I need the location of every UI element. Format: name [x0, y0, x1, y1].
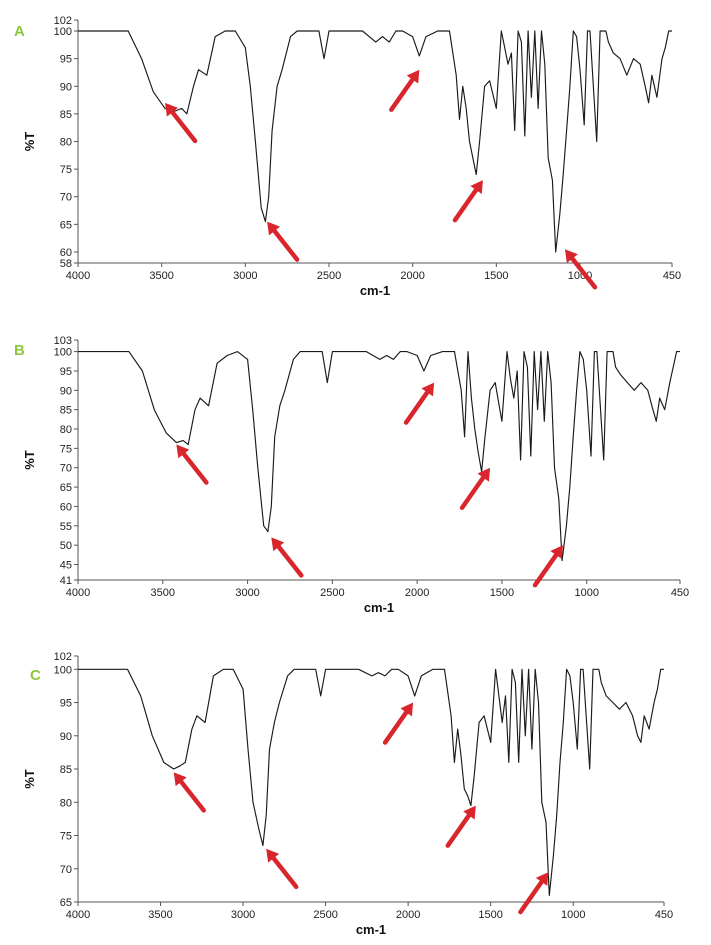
x-tick-label: 3000	[233, 270, 257, 282]
y-tick-label: 102	[54, 15, 72, 27]
peak-arrow	[266, 848, 299, 890]
y-tick-label: 75	[60, 831, 72, 843]
x-tick-label: 1000	[574, 587, 598, 599]
x-tick-label: 450	[655, 909, 673, 921]
y-tick-label: 90	[60, 81, 72, 93]
x-tick-label: 4000	[66, 587, 90, 599]
x-tick-label: 2500	[320, 587, 344, 599]
peak-arrow	[176, 444, 209, 485]
y-tick-label: 58	[60, 258, 72, 270]
x-tick-label: 450	[663, 270, 681, 282]
peak-arrow	[532, 545, 563, 588]
y-tick-label: 65	[60, 482, 72, 494]
y-tick-label: 45	[60, 560, 72, 572]
y-tick-label: 100	[54, 664, 72, 676]
peak-arrow	[445, 805, 476, 848]
y-tick-label: 75	[60, 164, 72, 176]
x-tick-label: 1500	[478, 909, 502, 921]
y-tick-label: 95	[60, 54, 72, 66]
spectrum-line	[78, 30, 672, 253]
y-tick-label: 100	[54, 26, 72, 38]
y-tick-label: 41	[60, 575, 72, 587]
x-tick-label: 2500	[317, 270, 341, 282]
panel-letter: C	[30, 667, 41, 684]
y-tick-label: 85	[60, 109, 72, 121]
y-tick-label: 65	[60, 897, 72, 909]
x-tick-label: 1500	[484, 270, 508, 282]
y-axis-title: %T	[22, 769, 37, 789]
plot-axes	[77, 340, 680, 581]
y-tick-label: 80	[60, 797, 72, 809]
peak-arrow	[459, 467, 491, 510]
y-tick-label: 80	[60, 424, 72, 436]
peak-arrow	[173, 772, 206, 813]
y-tick-label: 90	[60, 731, 72, 743]
x-tick-label: 450	[671, 587, 689, 599]
y-tick-label: 55	[60, 521, 72, 533]
y-tick-label: 100	[54, 347, 72, 359]
y-tick-label: 70	[60, 463, 72, 475]
y-tick-label: 60	[60, 501, 72, 513]
x-axis-title: cm-1	[364, 600, 394, 615]
y-tick-label: 70	[60, 192, 72, 204]
y-tick-label: 65	[60, 219, 72, 231]
peak-arrow	[518, 872, 549, 915]
plot-axes	[77, 20, 672, 264]
x-axis-title: cm-1	[356, 922, 386, 937]
x-tick-label: 4000	[66, 909, 90, 921]
x-tick-label: 2500	[313, 909, 337, 921]
y-tick-label: 75	[60, 443, 72, 455]
x-tick-label: 3000	[235, 587, 259, 599]
spectrum-line	[78, 351, 680, 562]
y-tick-label: 50	[60, 540, 72, 552]
panel-letter: A	[14, 23, 25, 40]
peak-arrow	[165, 102, 198, 144]
y-axis-title: %T	[22, 450, 37, 470]
y-tick-label: 95	[60, 698, 72, 710]
y-tick-label: 60	[60, 247, 72, 259]
peak-arrow	[382, 702, 414, 745]
peak-arrow	[403, 382, 435, 425]
x-axis-title: cm-1	[360, 283, 390, 298]
x-tick-label: 2000	[396, 909, 420, 921]
y-tick-label: 70	[60, 864, 72, 876]
x-tick-label: 1000	[561, 909, 585, 921]
x-tick-label: 3500	[148, 909, 172, 921]
x-tick-label: 3500	[151, 587, 175, 599]
peak-arrow	[271, 537, 304, 578]
y-tick-label: 103	[54, 335, 72, 347]
x-tick-label: 3000	[231, 909, 255, 921]
peak-arrow	[389, 69, 420, 112]
x-tick-label: 1500	[490, 587, 514, 599]
y-tick-label: 85	[60, 405, 72, 417]
spectrum-line	[78, 668, 664, 896]
y-tick-label: 95	[60, 366, 72, 378]
x-tick-label: 4000	[66, 270, 90, 282]
peak-arrow	[564, 249, 598, 290]
plot-axes	[77, 656, 664, 903]
y-axis-title: %T	[22, 132, 37, 152]
y-tick-label: 80	[60, 137, 72, 149]
y-tick-label: 90	[60, 385, 72, 397]
x-tick-label: 2000	[405, 587, 429, 599]
x-tick-label: 2000	[400, 270, 424, 282]
panel-letter: B	[14, 342, 25, 359]
x-tick-label: 3500	[149, 270, 173, 282]
peak-arrow	[267, 221, 300, 262]
y-tick-label: 102	[54, 651, 72, 663]
peak-arrow	[452, 180, 483, 223]
y-tick-label: 85	[60, 764, 72, 776]
